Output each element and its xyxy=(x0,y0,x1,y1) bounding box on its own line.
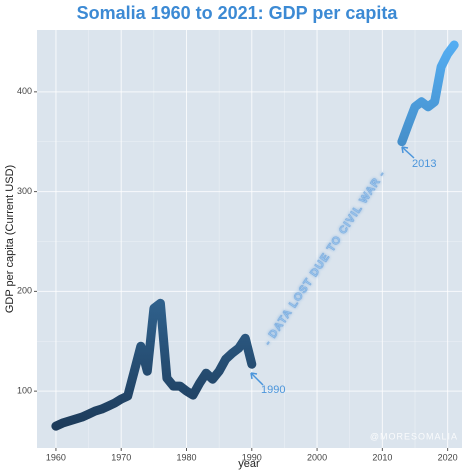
y-axis-label: GDP per capita (Current USD) xyxy=(4,165,16,313)
y-tick-label: 400 xyxy=(17,86,32,96)
y-tick-label: 200 xyxy=(17,286,32,296)
annotation-1990: 1990 xyxy=(261,384,285,396)
arrow-2013 xyxy=(401,146,415,159)
y-tick-label: 300 xyxy=(17,186,32,196)
x-tick-label: 2000 xyxy=(307,452,327,462)
x-tick-label: 1980 xyxy=(176,452,196,462)
arrow-1990 xyxy=(250,372,264,386)
arrow-head xyxy=(401,146,409,154)
x-tick-label: 1970 xyxy=(111,452,131,462)
chart-title: Somalia 1960 to 2021: GDP per capita xyxy=(77,3,399,23)
arrow-head xyxy=(250,372,258,380)
x-axis-label: year xyxy=(238,458,260,470)
annotation-2013: 2013 xyxy=(412,158,436,170)
x-tick-label: 2010 xyxy=(372,452,392,462)
x-tick-label: 1960 xyxy=(46,452,66,462)
watermark: @MORESOMALIA xyxy=(370,431,458,441)
data-line xyxy=(51,40,459,431)
y-tick-label: 100 xyxy=(17,386,32,396)
plot-panel xyxy=(37,30,462,448)
x-tick-label: 2020 xyxy=(438,452,458,462)
x-tick-label: 1990 xyxy=(242,452,262,462)
